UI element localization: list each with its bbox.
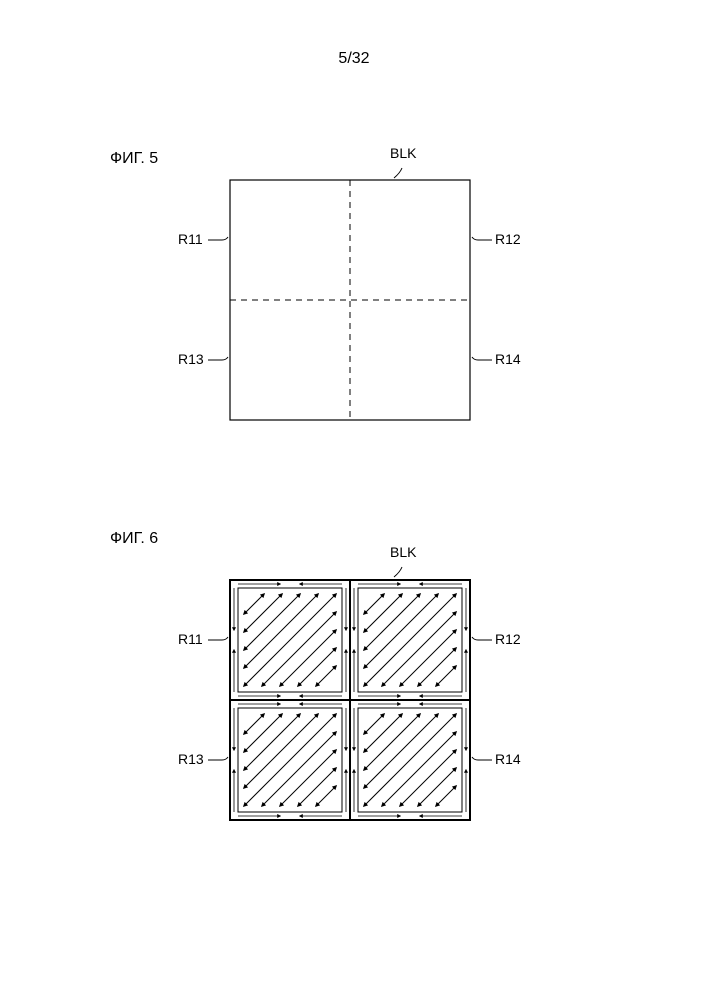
fig6-r11-label: R11 xyxy=(178,631,203,647)
fig6-diagram xyxy=(0,0,708,1000)
fig6-r12-label: R12 xyxy=(495,631,521,647)
fig6-r14-label: R14 xyxy=(495,751,521,767)
fig6-r13-label: R13 xyxy=(178,751,204,767)
